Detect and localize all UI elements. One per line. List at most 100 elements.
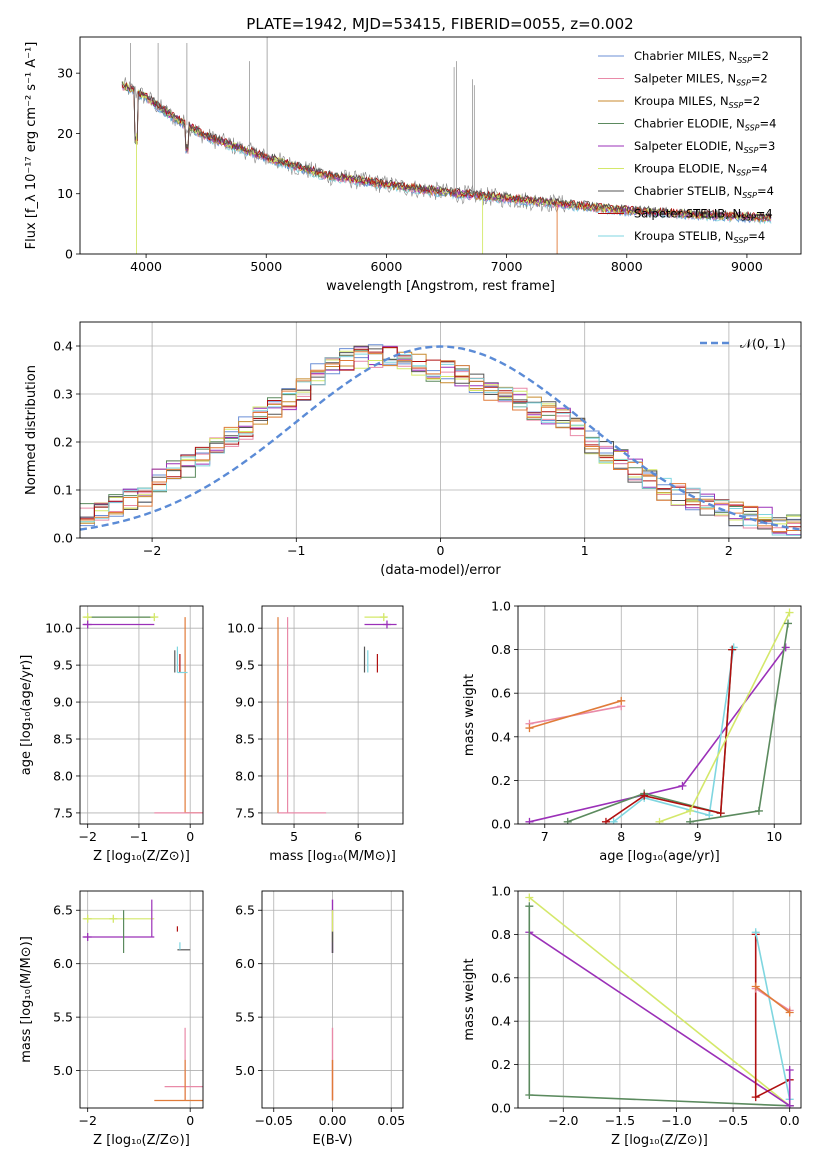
y-tick-label: 8.0 [53, 768, 73, 783]
weight-Z-point [751, 928, 760, 937]
y-tick-label: 0 [65, 247, 73, 262]
weight-age-point [728, 645, 737, 654]
weight-age-point [525, 817, 534, 824]
legend-eq: =4 [757, 184, 774, 198]
data-layer [525, 608, 794, 824]
gaussian-curve [80, 345, 801, 531]
weight-age-point [655, 817, 664, 824]
data-layer [82, 899, 203, 1102]
legend-subscript: SSP [742, 191, 757, 200]
legend-subscript: SSP [729, 101, 744, 110]
y-tick-label: 5.5 [53, 1010, 73, 1025]
grid-lines [518, 890, 801, 1109]
weight-Z-series-6 [755, 985, 791, 1014]
x-tick-label: 0.0 [780, 1113, 800, 1128]
legend-eq: =2 [751, 72, 768, 86]
legend-eq: =4 [748, 229, 765, 243]
x-axis-label: age [log₁₀(age/yr)] [599, 849, 720, 864]
x-tick-label: 0 [437, 543, 445, 558]
legend-subscript: SSP [744, 146, 759, 155]
weight-Z-point [751, 1093, 760, 1102]
grid-lines [80, 606, 203, 824]
y-tick-label: 0.4 [491, 729, 511, 744]
y-tick-label: 10.0 [45, 621, 73, 636]
weight-age-series-5 [605, 649, 733, 823]
x-axis-label: Z [log₁₀(Z/Z⊙)] [93, 1133, 190, 1148]
weight-age-point [601, 817, 610, 824]
y-tick-label: 1.0 [491, 599, 511, 614]
age-Z-marker [150, 613, 159, 622]
axes-frame [79, 36, 802, 255]
axes: 4000 5000 6000 7000 8000 9000 0 10 20 30 wavelengt… [24, 36, 802, 294]
y-axis-label: mass [log₁₀(M/M⊙)] [19, 936, 34, 1063]
legend-entry-salpeter_miles: Salpeter MILES, NSSP=2 [634, 72, 768, 88]
data-layer [277, 613, 397, 814]
mass-vs-Z-panel: −2 0 5.0 5.5 6.0 6.5 Z [log₁₀(Z/Z⊙)] mass [log₁… [19, 890, 204, 1148]
legend-entry-kroupa_stelib: Kroupa STELIB, NSSP=4 [634, 229, 765, 245]
y-tick-label: 7.5 [53, 805, 73, 820]
legend-eq: =3 [758, 139, 775, 153]
y-tick-label: 10.0 [227, 621, 255, 636]
x-tick-label: −0.05 [255, 1113, 293, 1128]
figure-title: PLATE=1942, MJD=53415, FIBERID=0055, z=0… [246, 15, 633, 33]
axes-frame [79, 890, 204, 1109]
age-Z-marker [83, 613, 92, 622]
axes: 5 6 7.5 8.0 8.5 9.0 9.5 10.0 mass [log₁₀(M/M⊙)] [227, 605, 404, 864]
x-tick-label: −2 [78, 1113, 96, 1128]
axes: −0.05 0.00 0.05 5.0 5.5 6.0 6.5 E(B-V) [235, 890, 405, 1148]
y-tick-label: 5.5 [235, 1010, 255, 1025]
weight-age-point [686, 817, 695, 824]
legend-eq: =2 [743, 94, 760, 108]
legend-entry-chabrier_stelib: Chabrier STELIB, NSSP=4 [634, 184, 774, 200]
y-tick-label: 10 [57, 186, 73, 201]
weight-age-point [609, 817, 618, 824]
x-tick-label: 1 [581, 543, 589, 558]
weight-Z-series-4 [754, 932, 791, 1100]
weight-age-point [525, 724, 534, 733]
residuals-legend: 𝒩(0, 1) [700, 336, 786, 351]
x-axis-label: E(B-V) [312, 1133, 352, 1148]
x-tick-label: 7000 [491, 259, 523, 274]
x-tick-label: 10 [766, 829, 782, 844]
legend-subscript: SSP [736, 169, 751, 178]
grid-lines [80, 322, 801, 539]
x-axis-label: Z [log₁₀(Z/Z⊙)] [93, 849, 190, 864]
weight-Z-point [525, 893, 534, 902]
y-tick-label: 0.3 [53, 387, 73, 402]
x-tick-label: −1 [130, 829, 148, 844]
weight-age-series-6 [659, 612, 791, 823]
y-tick-label: 0.2 [53, 435, 73, 450]
legend-subscript: SSP [745, 124, 760, 133]
mass-vs-ebv-panel: −0.05 0.00 0.05 5.0 5.5 6.0 6.5 E(B-V) [235, 890, 405, 1148]
legend-subscript: SSP [736, 79, 751, 88]
y-tick-label: 0.4 [53, 339, 73, 354]
y-tick-label: 20 [57, 126, 73, 141]
weight-Z-point [525, 1090, 534, 1099]
y-tick-label: 8.5 [235, 732, 255, 747]
y-axis-label: mass weight [462, 958, 477, 1040]
x-axis-label: Z [log₁₀(Z/Z⊙)] [611, 1133, 708, 1148]
spectrum-panel: 4000 5000 6000 7000 8000 9000 0 10 20 30 wavelengt… [24, 36, 802, 294]
y-tick-label: 9.0 [53, 695, 73, 710]
weight-age-series-4 [613, 647, 735, 823]
y-tick-label: 0.1 [53, 483, 73, 498]
legend-eq: =4 [756, 207, 773, 221]
y-tick-label: 0.6 [491, 686, 511, 701]
y-tick-label: 0.2 [491, 773, 511, 788]
legend-entry-chabrier_miles: Chabrier MILES, NSSP=2 [634, 49, 769, 65]
weight-age-point [617, 696, 626, 705]
weight-age-series-2 [529, 646, 787, 823]
y-tick-label: 8.5 [53, 732, 73, 747]
legend-eq: =4 [760, 117, 777, 131]
x-tick-label: 6000 [371, 259, 403, 274]
weight-Z-point [525, 902, 534, 911]
x-tick-label: 0 [186, 1113, 194, 1128]
axes-frame [79, 321, 802, 539]
weight-Z-series-1 [528, 931, 791, 1107]
y-tick-label: 9.5 [235, 658, 255, 673]
legend-subscript: SSP [737, 56, 752, 65]
weight-age-series-1 [529, 700, 622, 729]
weight-age-point [785, 608, 794, 617]
axes-frame [79, 605, 204, 825]
age-mass-marker [379, 613, 388, 622]
